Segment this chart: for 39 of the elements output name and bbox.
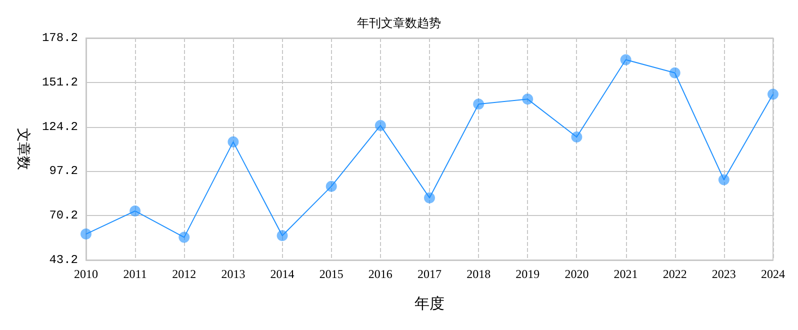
x-axis-title: 年度 (414, 294, 444, 312)
y-tick-label: 43.2 (49, 253, 78, 267)
x-tick-label: 2012 (172, 267, 196, 281)
y-axis-title: 文章数 (15, 128, 31, 170)
point (80, 228, 92, 240)
point (178, 232, 190, 243)
point (276, 230, 288, 242)
y-tick-label: 178.2 (42, 31, 78, 45)
x-tick-label: 2010 (74, 267, 98, 281)
x-tick-label: 2019 (516, 267, 540, 281)
x-tick-label: 2020 (564, 267, 589, 281)
point (571, 132, 582, 142)
x-tick-label: 2014 (270, 267, 294, 281)
x-tick-label: 2011 (123, 267, 147, 281)
point (669, 67, 680, 78)
point (620, 54, 632, 66)
x-tick-label: 2023 (712, 267, 736, 281)
point (768, 88, 778, 100)
point (424, 192, 435, 204)
x-tick-label: 2021 (614, 267, 638, 281)
y-tick-label: 124.2 (42, 120, 78, 134)
chart-title: 年刊文章数趋势 (357, 16, 441, 30)
x-tick-label: 2022 (662, 267, 687, 281)
y-tick-label: 151.2 (42, 75, 78, 90)
x-tick-label: 2017 (418, 267, 442, 281)
point (522, 94, 534, 105)
point (374, 120, 386, 131)
point (326, 180, 337, 192)
x-tick-label: 2018 (466, 267, 491, 281)
x-tick-label: 2013 (221, 267, 246, 281)
point (130, 206, 141, 216)
x-tick-label: 2024 (761, 267, 785, 281)
point (718, 174, 730, 186)
point (228, 136, 239, 148)
point (473, 98, 484, 110)
x-tick-label: 2016 (368, 267, 392, 281)
y-tick-label: 97.2 (49, 164, 78, 178)
x-tick-label: 2015 (319, 267, 344, 281)
y-tick-label: 70.2 (49, 208, 78, 223)
